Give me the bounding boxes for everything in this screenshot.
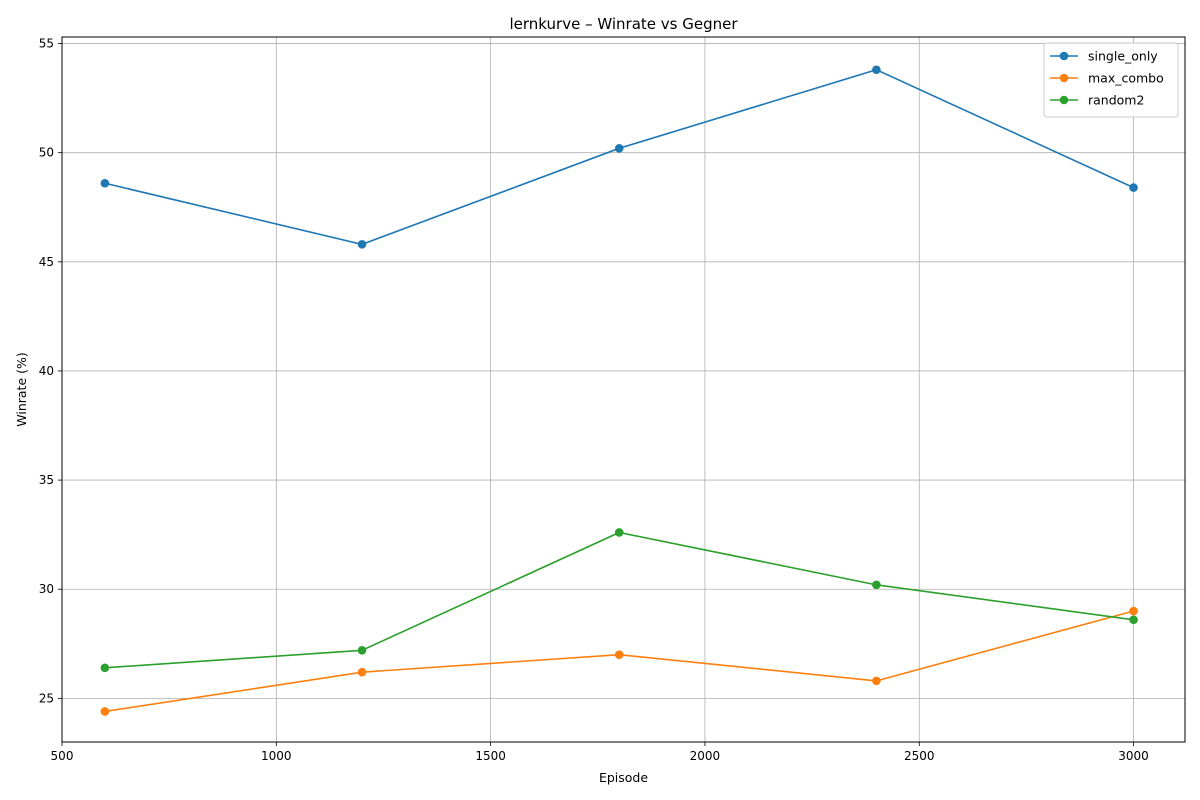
x-tick-label: 1500 — [475, 749, 506, 763]
data-point-max_combo — [1129, 606, 1138, 616]
legend-label: single_only — [1088, 49, 1158, 64]
ticks: 500 1000 1500 2000 2500 3000 25 30 35 40 45 50 55 — [39, 37, 1149, 763]
data-point-max_combo — [100, 707, 110, 716]
legend: single_only max_combo random2 — [1043, 42, 1179, 118]
legend-label: random2 — [1088, 93, 1144, 108]
x-axis-label: Episode — [599, 770, 648, 785]
data-point-random2 — [1129, 615, 1138, 625]
data-point-random2 — [872, 580, 881, 590]
y-tick-label: 55 — [39, 37, 54, 51]
y-tick-label: 30 — [39, 582, 54, 596]
series-line-single_only — [104, 68, 1134, 246]
series-layer — [100, 65, 1138, 716]
data-point-single_only — [357, 240, 367, 249]
x-tick-label: 3000 — [1118, 749, 1149, 763]
data-point-single_only — [100, 178, 110, 188]
data-point-single_only — [1129, 183, 1138, 192]
x-tick-label: 500 — [51, 749, 74, 763]
y-tick-label: 40 — [39, 364, 54, 378]
legend-label: max_combo — [1088, 71, 1164, 86]
data-point-random2 — [357, 646, 367, 655]
y-tick-label: 35 — [39, 473, 54, 487]
chart-title: lernkurve – Winrate vs Gegner — [510, 15, 739, 33]
series-line-max_combo — [104, 610, 1134, 713]
data-point-single_only — [872, 65, 881, 75]
x-tick-label: 2500 — [904, 749, 935, 763]
legend-swatch-marker — [1059, 73, 1069, 83]
legend-swatch-marker — [1059, 51, 1069, 61]
y-tick-label: 25 — [39, 691, 54, 705]
data-point-random2 — [100, 663, 110, 673]
y-tick-label: 45 — [39, 255, 54, 269]
x-tick-label: 2000 — [690, 749, 721, 763]
legend-swatch-marker — [1059, 95, 1069, 105]
data-point-max_combo — [357, 667, 367, 677]
data-point-max_combo — [872, 676, 881, 686]
data-point-max_combo — [614, 650, 624, 659]
data-point-random2 — [614, 528, 624, 537]
plot-frame — [61, 36, 1186, 743]
data-point-single_only — [614, 144, 624, 153]
x-tick-label: 1000 — [261, 749, 292, 763]
y-tick-label: 50 — [39, 146, 54, 160]
series-line-random2 — [104, 531, 1134, 669]
grid — [61, 37, 1185, 742]
y-axis-label: Winrate (%) — [14, 352, 29, 426]
legend-box — [1043, 42, 1179, 118]
